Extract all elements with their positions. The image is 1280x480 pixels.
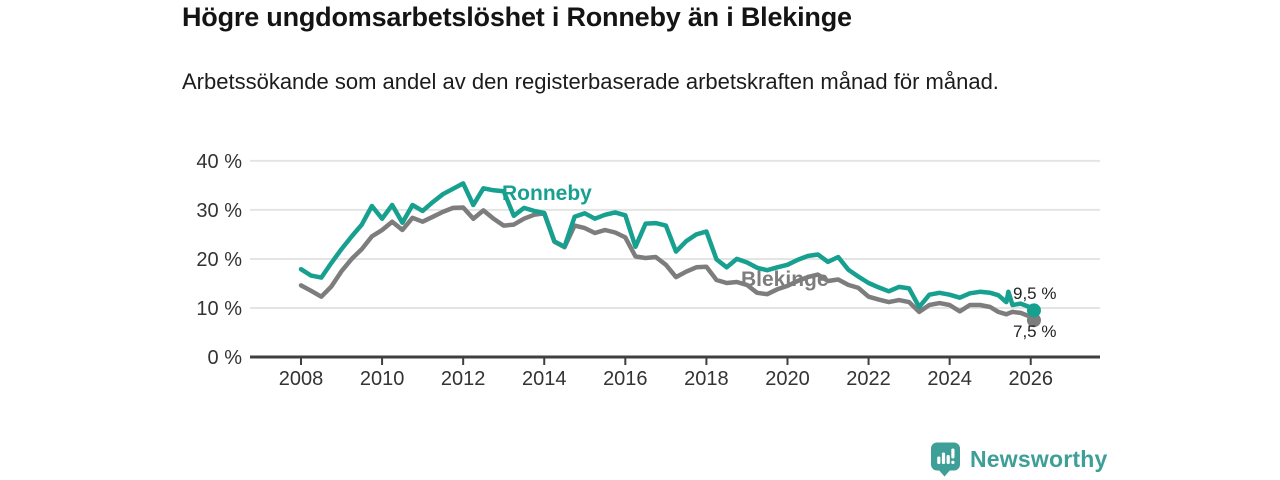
series-label-blekinge: Blekinge <box>741 268 829 291</box>
bar-chart-bubble-icon <box>930 442 961 477</box>
x-tick-label-2016: 2016 <box>603 368 648 390</box>
y-tick-label-20: 20 % <box>196 249 242 271</box>
x-tick-label-2026: 2026 <box>1008 368 1053 390</box>
y-tick-label-10: 10 % <box>196 298 242 320</box>
x-tick-label-2018: 2018 <box>684 368 729 390</box>
x-tick-label-2012: 2012 <box>441 368 486 390</box>
x-tick-label-2020: 2020 <box>765 368 810 390</box>
series-label-ronneby: Ronneby <box>502 182 592 205</box>
x-tick-label-2024: 2024 <box>927 368 972 390</box>
y-tick-label-30: 30 % <box>196 200 242 222</box>
end-dot-ronneby <box>1026 303 1041 318</box>
x-tick-label-2008: 2008 <box>279 368 324 390</box>
y-tick-label-40: 40 % <box>196 151 242 173</box>
newsworthy-logo[interactable]: Newsworthy <box>930 442 1107 477</box>
x-tick-label-2022: 2022 <box>846 368 891 390</box>
y-tick-label-0: 0 % <box>208 347 243 369</box>
chart-subtitle: Arbetssökande som andel av den registerb… <box>182 69 999 94</box>
x-tick-label-2014: 2014 <box>522 368 567 390</box>
brand-name: Newsworthy <box>970 446 1108 472</box>
x-tick-label-2010: 2010 <box>360 368 405 390</box>
series-line-blekinge <box>298 205 1037 323</box>
end-dot-blekinge <box>1026 313 1041 328</box>
end-value-label-blekinge: 7,5 % <box>1013 322 1057 341</box>
series-line-ronneby <box>298 181 1037 313</box>
chart-title: Högre ungdomsarbetslöshet i Ronneby än i… <box>182 2 852 32</box>
end-value-label-ronneby: 9,5 % <box>1013 284 1057 303</box>
